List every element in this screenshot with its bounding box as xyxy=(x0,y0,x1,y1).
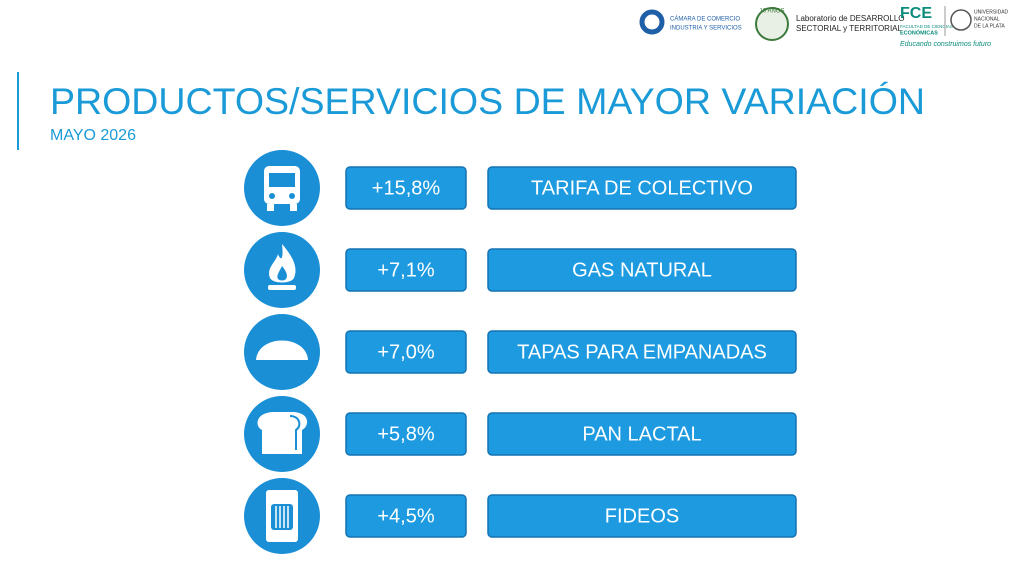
fce-nombre: ECONÓMICAS xyxy=(900,28,938,36)
empanada-edge xyxy=(257,332,307,351)
logos: CÁMARA DE COMERCIO INDUSTRIA Y SERVICIOS… xyxy=(639,5,1009,48)
flame xyxy=(269,244,296,283)
fce-nombre: FACULTAD DE CIENCIAS xyxy=(900,24,953,29)
icon xyxy=(268,244,296,290)
variation-box xyxy=(345,494,467,538)
label: TAPAS PARA EMPANADAS xyxy=(517,341,767,363)
aniversario: 10 AÑOS xyxy=(759,8,784,15)
lab-text: SECTORIAL y TERRITORIAL xyxy=(796,24,903,33)
variation: +4,5% xyxy=(377,505,434,527)
bread-side xyxy=(289,415,301,450)
unlp-logo xyxy=(950,9,972,31)
unlp-text: NACIONAL xyxy=(974,16,1000,22)
bus-light xyxy=(269,193,275,199)
bus-wheel xyxy=(290,204,297,211)
lab-logo xyxy=(755,7,789,41)
label: TARIFA DE COLECTIVO xyxy=(531,177,753,199)
burner xyxy=(268,285,296,290)
fce-sigla: FCE xyxy=(900,5,932,22)
variation-box xyxy=(345,330,467,374)
variation-box xyxy=(345,412,467,456)
lab-text: Laboratorio de DESARROLLO xyxy=(796,14,905,23)
variation-box xyxy=(345,248,467,292)
icon xyxy=(266,490,298,542)
label-box xyxy=(487,330,797,374)
package-window xyxy=(271,504,293,530)
bus-window xyxy=(269,173,295,187)
label-box xyxy=(487,248,797,292)
item-row: +7,0% TAPAS PARA EMPANADAS xyxy=(244,314,797,390)
label: GAS NATURAL xyxy=(572,259,712,281)
bus-light xyxy=(289,193,295,199)
item-row: +15,8% TARIFA DE COLECTIVO xyxy=(244,150,797,226)
label: PAN LACTAL xyxy=(582,423,701,445)
label: FIDEOS xyxy=(605,505,679,527)
label-box xyxy=(487,494,797,538)
item-row: +7,1% GAS NATURAL xyxy=(244,232,797,308)
bus-wheel xyxy=(267,204,274,211)
label-box xyxy=(487,166,797,210)
variation: +7,1% xyxy=(377,259,434,281)
camara-text: CÁMARA DE COMERCIO xyxy=(670,16,740,23)
title: PRODUCTOS/SERVICIOS DE MAYOR VARIACIÓN xyxy=(50,81,925,122)
camara-text: INDUSTRIA Y SERVICIOS xyxy=(670,26,742,32)
variation: +7,0% xyxy=(377,341,434,363)
variation-box xyxy=(345,166,467,210)
item-row: +4,5% FIDEOS xyxy=(244,478,797,554)
item-row: +5,8% PAN LACTAL xyxy=(244,396,797,472)
empanada xyxy=(256,340,308,360)
variation: +15,8% xyxy=(372,177,441,199)
unlp-text: DE LA PLATA xyxy=(974,23,1005,29)
subtitle: MAYO 2026 xyxy=(50,127,136,144)
icon xyxy=(257,412,308,454)
unlp-text: UNIVERSIDAD xyxy=(974,9,1009,15)
bread xyxy=(257,412,308,454)
flame-inner xyxy=(277,266,287,281)
items: +15,8% TARIFA DE COLECTIVO +7,1% GAS NATURA… xyxy=(244,150,797,554)
lema: Educando construimos futuro xyxy=(900,41,991,48)
label-box xyxy=(487,412,797,456)
variation: +5,8% xyxy=(377,423,434,445)
icon xyxy=(256,332,308,360)
icon xyxy=(264,166,300,211)
camara-logo xyxy=(639,9,665,35)
